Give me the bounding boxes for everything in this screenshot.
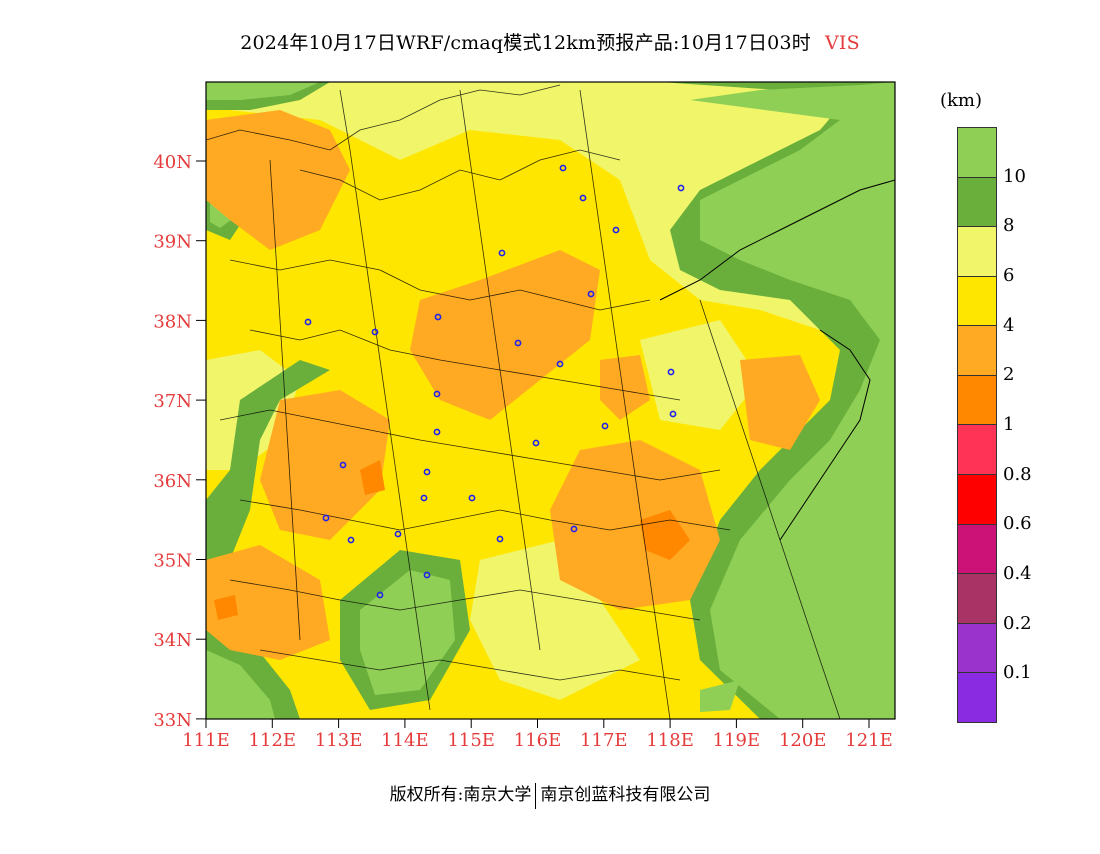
lon-label: 116E	[514, 730, 562, 751]
lat-label: 35N	[153, 551, 192, 572]
legend-tick: 2	[1003, 364, 1015, 386]
lat-label: 36N	[153, 471, 192, 492]
legend-swatch	[958, 128, 996, 178]
legend-swatch	[958, 276, 996, 327]
lon-label: 120E	[779, 730, 827, 751]
legend-tick: 4	[1003, 314, 1015, 336]
legend-tick: 6	[1003, 265, 1015, 286]
lat-label: 38N	[153, 311, 192, 332]
lon-label: 121E	[845, 730, 893, 751]
lat-label: 37N	[153, 391, 192, 412]
legend-tick: 0.4	[1003, 563, 1032, 584]
map-title: 2024年10月17日WRF/cmaq模式12km预报产品:10月17日03时 V…	[0, 28, 1100, 55]
legend-swatch	[958, 375, 996, 426]
lon-label: 113E	[315, 730, 363, 751]
copyright-footer: 版权所有:南京大学 南京创蓝科技有限公司	[0, 780, 1100, 809]
admin-boundaries	[206, 84, 841, 719]
legend-tick: 1	[1003, 414, 1015, 435]
footer-separator	[535, 782, 537, 809]
legend-swatch	[958, 326, 996, 376]
legend-swatch	[958, 425, 996, 476]
legend-swatch	[958, 623, 996, 674]
legend-tick: 8	[1003, 215, 1015, 237]
legend-swatch	[958, 177, 996, 228]
latitude-axis: 40N 39N 38N 37N 36N 35N 34N 33N	[153, 152, 206, 731]
lat-label: 39N	[153, 232, 192, 253]
legend-swatch	[958, 475, 996, 525]
legend-tick: 0.2	[1003, 612, 1032, 634]
legend-unit: (km)	[940, 90, 983, 111]
longitude-axis: 111E 112E 113E 114E 115E 116E 117E 118E 119E 120E…	[182, 719, 893, 751]
map-field	[206, 82, 895, 719]
city-markers	[304, 164, 685, 599]
lon-label: 111E	[182, 730, 230, 751]
legend-tick: 0.8	[1003, 463, 1032, 485]
lat-label: 33N	[153, 710, 192, 731]
lon-label: 117E	[580, 730, 628, 751]
title-text: 2024年10月17日WRF/cmaq模式12km预报产品:10月17日03时	[240, 32, 811, 54]
lon-label: 115E	[447, 730, 495, 751]
lat-label: 34N	[153, 630, 192, 651]
legend-tick: 0.6	[1003, 513, 1032, 535]
lon-label: 114E	[381, 730, 429, 751]
copyright-left: 版权所有:南京大学	[389, 785, 532, 805]
lon-label: 118E	[646, 730, 694, 751]
lon-label: 112E	[249, 730, 297, 751]
legend-swatch	[958, 673, 996, 722]
variable-label: VIS	[824, 32, 860, 54]
color-legend	[957, 127, 997, 723]
copyright-right: 南京创蓝科技有限公司	[540, 785, 711, 805]
legend-swatch	[958, 227, 996, 277]
legend-tick: 0.1	[1003, 662, 1032, 684]
lon-label: 119E	[713, 730, 761, 751]
legend-swatch	[958, 574, 996, 624]
legend-tick: 10	[1003, 165, 1026, 187]
lat-label: 40N	[153, 152, 192, 173]
legend-swatch	[958, 524, 996, 575]
